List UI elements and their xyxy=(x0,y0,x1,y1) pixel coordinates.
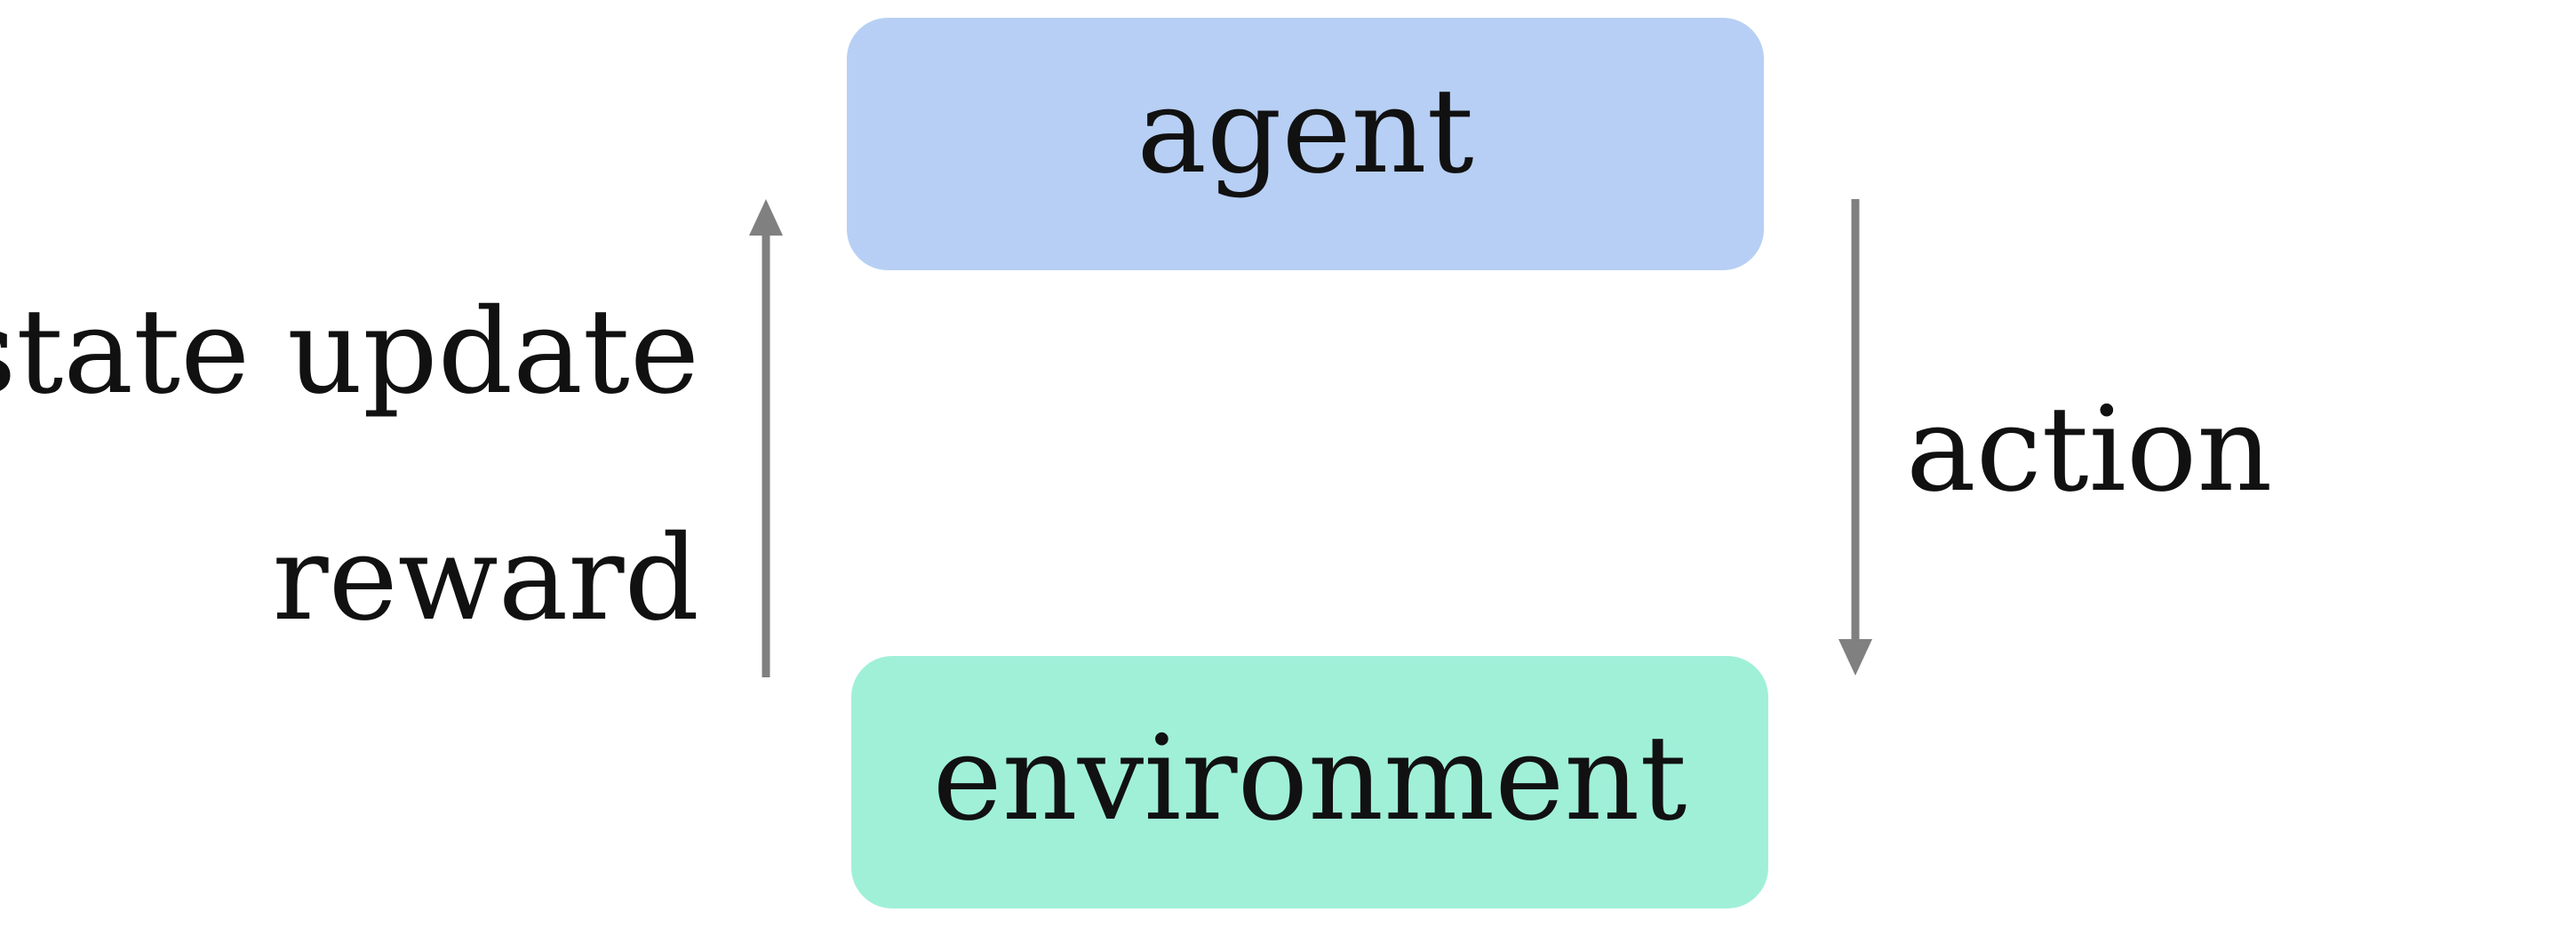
agent-node: agent xyxy=(847,18,1764,270)
feedback-arrow xyxy=(749,199,783,677)
action-arrow-head xyxy=(1838,639,1872,676)
agent-label: agent xyxy=(1136,63,1474,200)
environment-label: environment xyxy=(932,710,1687,847)
state-update-label: state update xyxy=(0,284,699,420)
action-label: action xyxy=(1906,381,2273,518)
environment-node: environment xyxy=(851,656,1768,908)
action-arrow xyxy=(1838,199,1872,676)
reward-label: reward xyxy=(272,510,700,647)
feedback-arrow-head xyxy=(749,199,783,236)
